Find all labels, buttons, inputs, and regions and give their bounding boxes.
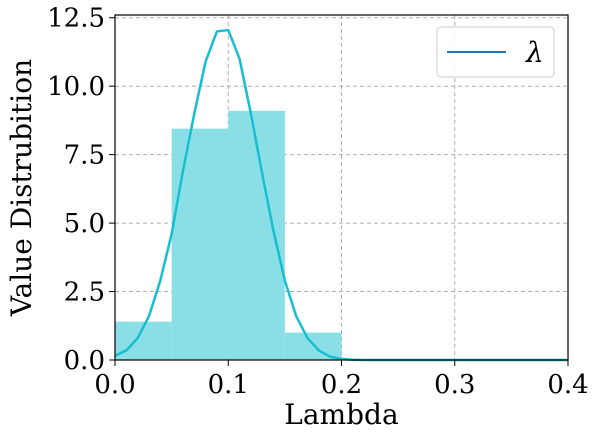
x-tick-label: 0.0 — [94, 370, 135, 400]
x-axis-label: Lambda — [284, 398, 398, 431]
histogram-bars — [115, 110, 342, 360]
histogram-bar — [171, 128, 229, 360]
x-axis-ticks: 0.0 0.1 0.2 0.3 0.4 — [94, 360, 589, 400]
x-tick-label: 0.2 — [321, 370, 362, 400]
y-tick-label: 2.5 — [64, 278, 105, 308]
y-tick-label: 7.5 — [64, 141, 105, 171]
y-tick-label: 12.5 — [47, 4, 105, 34]
legend-label: λ — [525, 36, 544, 69]
y-tick-label: 10.0 — [47, 72, 105, 102]
x-tick-label: 0.3 — [434, 370, 475, 400]
y-axis-label: Value Distrubition — [5, 59, 38, 317]
x-tick-label: 0.1 — [208, 370, 249, 400]
y-axis-ticks: 0.0 2.5 5.0 7.5 10.0 12.5 — [47, 4, 115, 376]
y-tick-label: 5.0 — [64, 209, 105, 239]
x-tick-label: 0.4 — [547, 370, 588, 400]
y-tick-label: 0.0 — [64, 346, 105, 376]
legend: λ — [436, 26, 555, 78]
histogram-bar — [284, 332, 342, 360]
